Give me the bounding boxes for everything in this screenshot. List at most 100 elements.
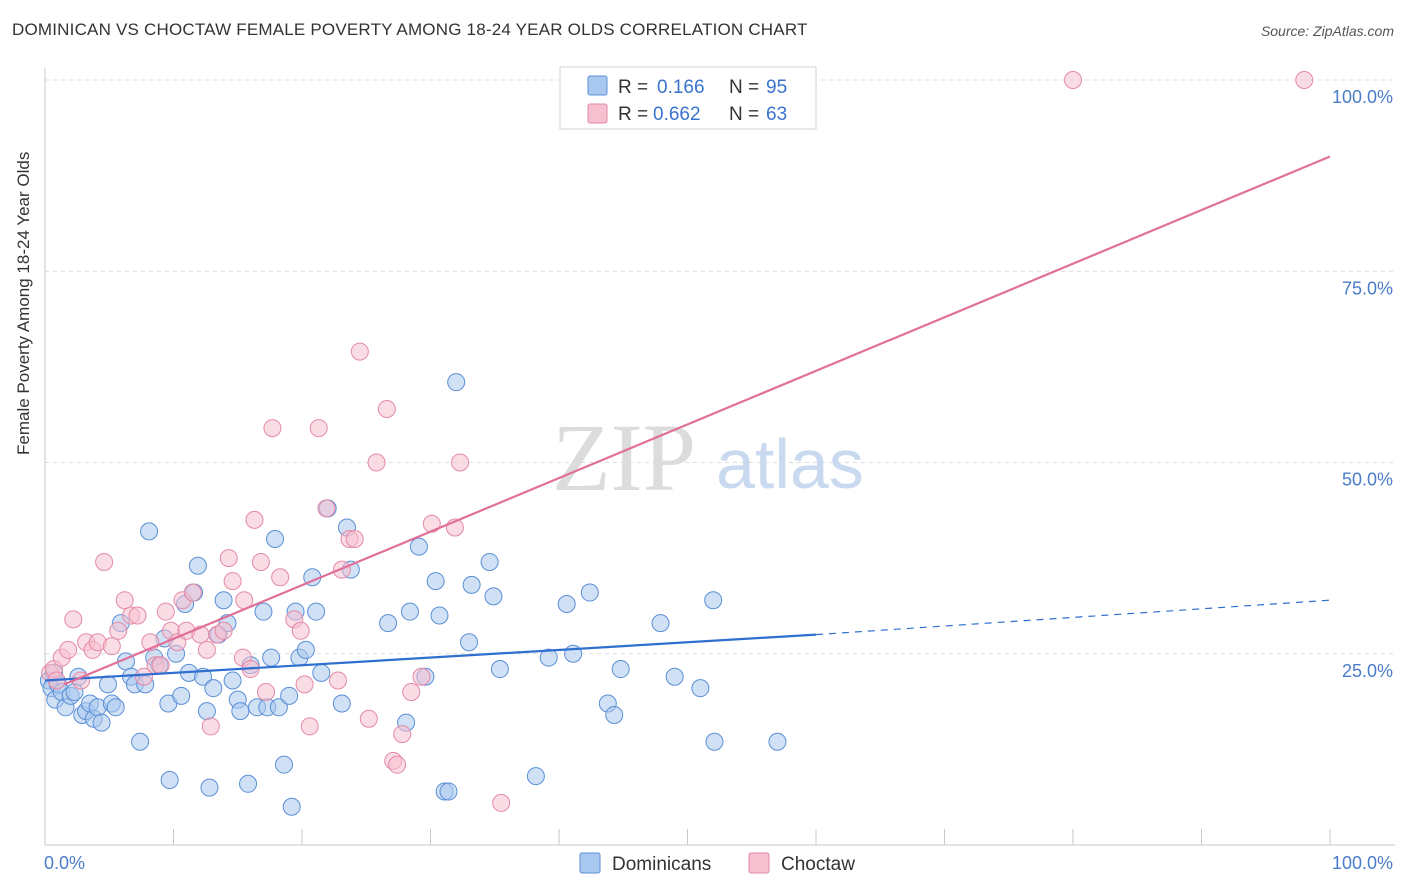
dominicans-point bbox=[312, 663, 331, 682]
choctaw-point bbox=[1064, 71, 1082, 89]
dominicans-point bbox=[426, 572, 445, 591]
dominicans-point bbox=[131, 732, 150, 751]
legend-n-label-choctaw: N = bbox=[729, 104, 759, 125]
dominicans-point bbox=[239, 774, 258, 793]
dominicans-point bbox=[254, 602, 273, 621]
choctaw-point bbox=[402, 683, 421, 701]
dominicans-point bbox=[651, 614, 670, 633]
choctaw-point bbox=[263, 419, 282, 438]
choctaw-point bbox=[219, 549, 238, 568]
dominicans-point bbox=[484, 587, 503, 606]
dominicans-point bbox=[605, 705, 624, 724]
choctaw-point bbox=[388, 755, 407, 774]
dominicans-legend-swatch bbox=[587, 75, 608, 96]
dominicans-point bbox=[266, 530, 285, 548]
legend-n-value-choctaw: 63 bbox=[766, 104, 787, 125]
dominicans-point bbox=[526, 767, 545, 786]
dominicans-point bbox=[439, 782, 458, 801]
x-tick-label: 100.0% bbox=[1332, 853, 1393, 873]
top-legend: R = 0.166 N = 95 R = 0.662 N = 63 bbox=[559, 66, 817, 130]
choctaw-point bbox=[393, 725, 412, 744]
dominicans-trend-extension bbox=[815, 599, 1331, 636]
dominicans-point bbox=[490, 660, 509, 679]
dominicans-point bbox=[379, 614, 398, 633]
choctaw-point bbox=[95, 552, 114, 571]
dominicans-point bbox=[460, 633, 479, 652]
choctaw-point bbox=[377, 399, 396, 418]
dominicans-point bbox=[172, 686, 191, 705]
choctaw-point bbox=[151, 656, 170, 675]
choctaw-point bbox=[251, 552, 270, 571]
chart-title: DOMINICAN VS CHOCTAW FEMALE POVERTY AMON… bbox=[12, 20, 808, 39]
choctaw-point bbox=[271, 568, 290, 587]
legend-r-label-choctaw: R = bbox=[618, 104, 648, 125]
dominicans-point bbox=[282, 797, 301, 816]
dominicans-point bbox=[705, 732, 724, 751]
bottom-legend-choctaw-label: Choctaw bbox=[781, 854, 855, 875]
choctaw-point bbox=[64, 610, 83, 629]
choctaw-point bbox=[300, 717, 319, 736]
choctaw-legend-swatch bbox=[587, 103, 608, 124]
dominicans-point bbox=[430, 606, 449, 625]
dominicans-point bbox=[188, 556, 207, 575]
bottom-legend-dominicans-swatch bbox=[579, 852, 601, 874]
dominicans-point bbox=[106, 698, 125, 717]
dominicans-point bbox=[200, 778, 219, 797]
choctaw-point bbox=[412, 667, 431, 686]
dominicans-point bbox=[280, 686, 299, 705]
legend-n-label-dominicans: N = bbox=[729, 77, 759, 98]
y-tick-label: 100.0% bbox=[1332, 87, 1393, 107]
choctaw-point bbox=[345, 530, 364, 548]
dominicans-point bbox=[665, 667, 684, 686]
bottom-legend: Dominicans Choctaw bbox=[579, 852, 855, 875]
dominicans-point bbox=[140, 522, 159, 541]
dominicans-point bbox=[223, 671, 242, 690]
trend-lines bbox=[44, 155, 1331, 686]
legend-r-value-dominicans: 0.166 bbox=[657, 77, 705, 98]
choctaw-point bbox=[134, 667, 153, 686]
legend-n-value-dominicans: 95 bbox=[766, 77, 787, 98]
choctaw-point bbox=[257, 683, 276, 701]
dominicans-point bbox=[580, 583, 599, 602]
legend-r-label-dominicans: R = bbox=[618, 77, 648, 98]
dominicans-point bbox=[262, 648, 281, 667]
choctaw-point bbox=[115, 591, 134, 610]
dominicans-trend-line bbox=[44, 633, 817, 682]
source-label: Source: ZipAtlas.com bbox=[1260, 23, 1394, 39]
choctaw-point bbox=[245, 510, 264, 529]
choctaw-point bbox=[128, 606, 147, 625]
dominicans-point bbox=[275, 755, 294, 774]
watermark-zip: ZIP bbox=[552, 404, 696, 511]
dominicans-point bbox=[98, 675, 117, 694]
choctaw-point bbox=[367, 453, 386, 472]
choctaw-point bbox=[451, 453, 470, 472]
dominicans-point bbox=[307, 602, 326, 621]
y-tick-label: 50.0% bbox=[1342, 470, 1393, 490]
dominicans-point bbox=[768, 732, 787, 751]
dominicans-point bbox=[409, 537, 428, 556]
y-tick-label: 25.0% bbox=[1342, 661, 1393, 681]
dominicans-point bbox=[462, 575, 481, 594]
legend-r-value-choctaw: 0.662 bbox=[653, 104, 701, 125]
dominicans-point bbox=[611, 660, 630, 679]
dominicans-point bbox=[691, 679, 710, 698]
dominicans-point bbox=[160, 770, 179, 789]
choctaw-point bbox=[214, 621, 233, 640]
dominicans-point bbox=[557, 595, 576, 614]
dominicans-point bbox=[332, 694, 351, 713]
choctaw-point bbox=[201, 717, 220, 736]
y-tick-label: 75.0% bbox=[1342, 278, 1393, 298]
choctaw-point bbox=[223, 572, 242, 591]
choctaw-point bbox=[291, 621, 310, 640]
choctaw-point bbox=[295, 675, 314, 694]
choctaw-point bbox=[1295, 71, 1314, 89]
x-tick-label: 0.0% bbox=[44, 853, 85, 873]
choctaw-point bbox=[309, 419, 328, 438]
axes bbox=[44, 68, 1395, 846]
choctaw-point bbox=[359, 709, 378, 728]
dominicans-point bbox=[214, 591, 233, 610]
dominicans-point bbox=[296, 640, 315, 659]
choctaw-point bbox=[350, 342, 369, 361]
bottom-legend-choctaw-swatch bbox=[748, 852, 770, 874]
